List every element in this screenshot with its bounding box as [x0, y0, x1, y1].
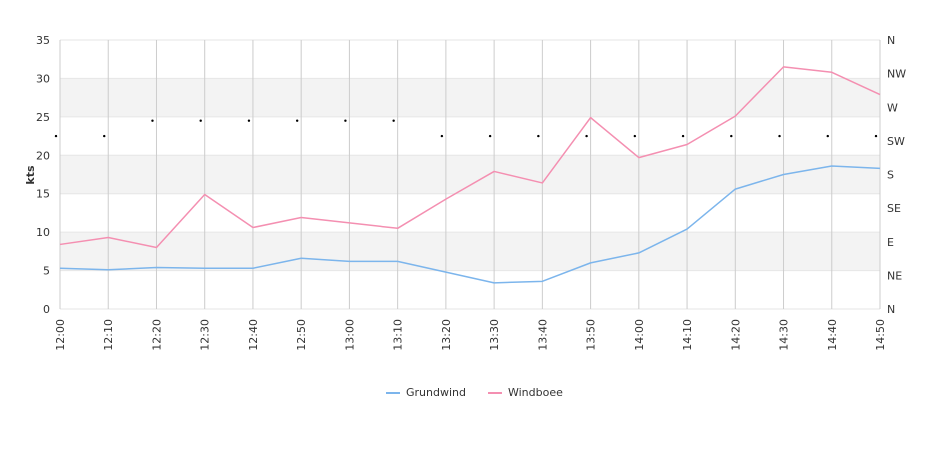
plot-band [60, 232, 880, 271]
y-tick-label: 15 [36, 188, 50, 201]
x-tick-label: 13:50 [585, 319, 598, 351]
legend: Grundwind Windboee [386, 386, 563, 399]
direction-point [730, 134, 733, 138]
direction-point [199, 119, 202, 122]
y-tick-label: 0 [43, 303, 50, 316]
x-tick-label: 14:40 [826, 319, 839, 351]
y-tick-label: 35 [36, 34, 50, 47]
direction-tick-label: NW [887, 68, 906, 81]
x-tick-label: 14:30 [778, 319, 791, 351]
x-tick-label: 12:20 [150, 319, 163, 351]
y-tick-label: 5 [43, 265, 50, 278]
direction-tick-label: SE [887, 202, 901, 215]
x-tick-label: 13:20 [440, 319, 453, 351]
grid-lines [59, 39, 881, 310]
x-tick-label: 12:50 [295, 319, 308, 351]
x-tick-label: 12:30 [199, 319, 212, 351]
plot-band [60, 155, 880, 194]
direction-point [681, 134, 685, 138]
y-tick-label: 25 [36, 111, 50, 124]
x-tick-label: 13:10 [392, 319, 405, 351]
direction-point [874, 134, 878, 138]
series-line-grundwind [59, 165, 881, 284]
plot-band [60, 78, 880, 117]
plot-bands [60, 78, 880, 271]
direction-points [54, 119, 878, 138]
series-line-windboee [59, 66, 881, 249]
direction-point [826, 134, 829, 138]
direction-tick-label: S [887, 169, 894, 182]
direction-tick-label: W [887, 101, 898, 114]
x-tick-label: 12:10 [102, 319, 115, 351]
y-tick-label: 30 [36, 72, 50, 85]
direction-tick-label: N [887, 34, 895, 47]
direction-point [344, 119, 347, 122]
direction-point [585, 134, 588, 138]
direction-point [247, 119, 251, 122]
x-tick-label: 12:40 [247, 319, 260, 351]
direction-point [295, 119, 299, 122]
x-tick-label: 13:40 [536, 319, 549, 351]
direction-point [488, 134, 492, 138]
axes: 0 5 10 15 20 25 30 35 12:00 12:10 12:20 12:30 12:40 1… [36, 34, 906, 351]
x-tick-label: 14:10 [681, 319, 694, 351]
direction-tick-label: E [887, 236, 894, 249]
x-tick-label: 13:30 [488, 319, 501, 351]
direction-point [537, 134, 540, 138]
direction-point [778, 134, 781, 138]
y-tick-label: 10 [36, 226, 50, 239]
direction-point [633, 134, 637, 138]
direction-point [54, 134, 58, 138]
x-tick-label: 12:00 [54, 319, 67, 351]
x-tick-label: 14:20 [729, 319, 742, 351]
legend-item-windboee[interactable]: Windboee [487, 386, 563, 399]
direction-tick-label: SW [887, 135, 905, 148]
direction-point [103, 134, 106, 138]
y-axis-title: kts [24, 165, 37, 185]
legend-item-grundwind[interactable]: Grundwind [386, 386, 466, 399]
x-tick-label: 13:00 [343, 319, 356, 351]
x-tick-label: 14:00 [633, 319, 646, 351]
direction-point [392, 119, 395, 122]
direction-point [440, 134, 444, 138]
series-layer [59, 66, 881, 284]
direction-tick-label: NE [887, 269, 902, 282]
legend-label: Grundwind [406, 386, 466, 399]
x-tick-label: 14:50 [874, 319, 887, 351]
legend-label: Windboee [508, 386, 563, 399]
direction-point [151, 119, 154, 122]
y-tick-label: 20 [36, 149, 50, 162]
direction-tick-label: N [887, 303, 895, 316]
